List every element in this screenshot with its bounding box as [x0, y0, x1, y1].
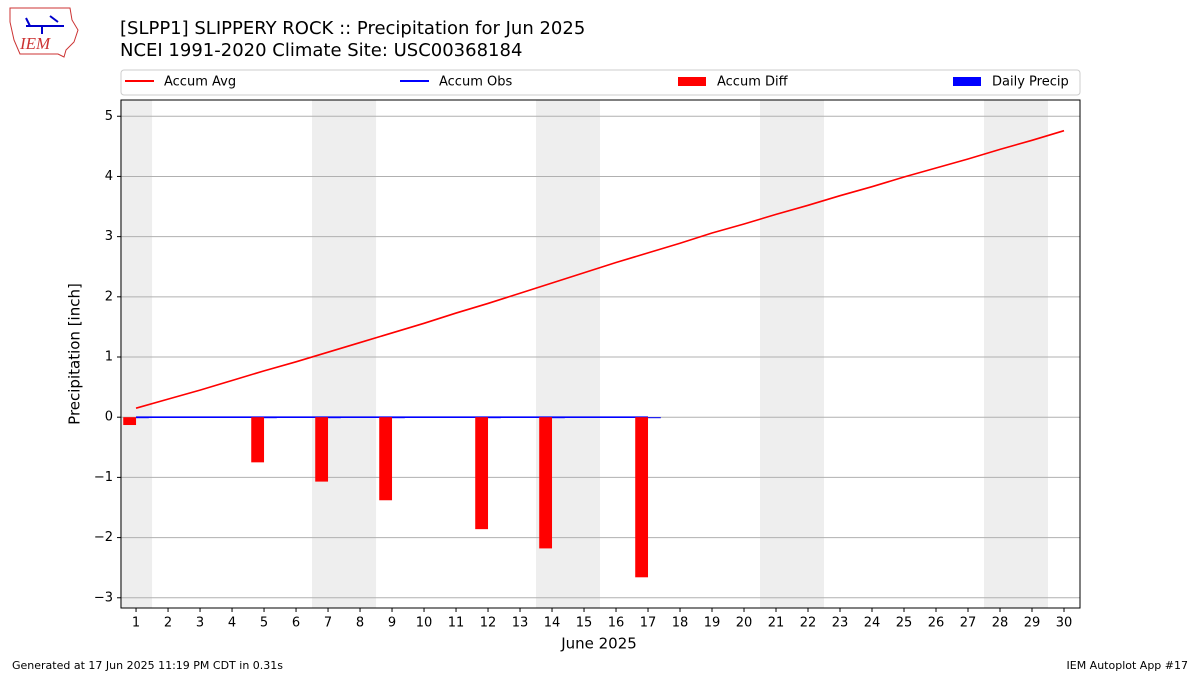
- legend-swatch: [678, 77, 706, 86]
- x-tick-label: 27: [960, 616, 977, 631]
- x-tick-label: 18: [672, 616, 689, 631]
- x-tick-label: 22: [800, 616, 817, 631]
- legend-label: Accum Avg: [164, 75, 236, 90]
- x-tick-label: 16: [608, 616, 625, 631]
- bar: [635, 417, 649, 578]
- x-tick-label: 3: [196, 616, 204, 631]
- footer-left: Generated at 17 Jun 2025 11:19 PM CDT in…: [12, 659, 283, 672]
- x-axis-label: June 2025: [560, 635, 637, 653]
- bar: [328, 417, 341, 419]
- bar: [379, 417, 393, 501]
- x-tick-label: 19: [704, 616, 721, 631]
- x-tick-label: 29: [1024, 616, 1041, 631]
- y-tick-label: 1: [105, 350, 113, 365]
- plot-frame: [120, 99, 1081, 609]
- y-tick-label: 4: [105, 169, 113, 184]
- x-tick-label: 13: [512, 616, 529, 631]
- chart-title: [SLPP1] SLIPPERY ROCK :: Precipitation f…: [120, 18, 585, 39]
- logo-text: IEM: [19, 34, 51, 53]
- bar: [648, 417, 661, 419]
- bar: [315, 417, 329, 482]
- y-axis-label: Precipitation [inch]: [66, 283, 84, 425]
- x-tick-label: 21: [768, 616, 785, 631]
- y-tick-label: −2: [94, 530, 113, 545]
- bar: [392, 417, 405, 419]
- x-tick-label: 17: [640, 616, 657, 631]
- bar: [539, 417, 553, 549]
- x-tick-label: 26: [928, 616, 945, 631]
- x-tick-label: 5: [260, 616, 268, 631]
- bar: [251, 417, 265, 463]
- weekend-shade: [760, 100, 825, 608]
- bar: [475, 417, 489, 530]
- legend-label: Accum Diff: [717, 75, 789, 90]
- y-tick-label: 5: [105, 109, 113, 124]
- x-tick-label: 7: [324, 616, 332, 631]
- y-tick-label: −3: [94, 590, 113, 605]
- x-tick-label: 12: [480, 616, 497, 631]
- x-tick-label: 20: [736, 616, 753, 631]
- x-tick-label: 24: [864, 616, 881, 631]
- y-tick-label: 0: [105, 410, 113, 425]
- y-tick-label: 2: [105, 289, 113, 304]
- x-tick-label: 4: [228, 616, 236, 631]
- bar: [488, 417, 501, 419]
- x-tick-label: 6: [292, 616, 300, 631]
- legend-label: Accum Obs: [439, 75, 512, 90]
- x-tick-label: 15: [576, 616, 593, 631]
- legend-swatch: [953, 77, 981, 86]
- x-tick-label: 1: [132, 616, 140, 631]
- footer-right: IEM Autoplot App #17: [1067, 659, 1189, 672]
- x-tick-label: 14: [544, 616, 561, 631]
- bar: [136, 417, 149, 419]
- bar: [552, 417, 565, 419]
- x-tick-label: 23: [832, 616, 849, 631]
- logo: IEM: [9, 7, 79, 58]
- x-tick-label: 28: [992, 616, 1009, 631]
- weekend-shade: [120, 100, 153, 608]
- legend-box: [120, 69, 1081, 96]
- weekend-shade: [984, 100, 1049, 608]
- x-tick-label: 25: [896, 616, 913, 631]
- legend-label: Daily Precip: [992, 75, 1069, 90]
- x-tick-label: 2: [164, 616, 172, 631]
- chart-subtitle: NCEI 1991-2020 Climate Site: USC00368184: [120, 40, 522, 61]
- bar: [264, 417, 277, 419]
- x-tick-label: 10: [416, 616, 433, 631]
- x-tick-label: 30: [1056, 616, 1073, 631]
- x-tick-label: 11: [448, 616, 465, 631]
- x-tick-label: 9: [388, 616, 396, 631]
- x-tick-label: 8: [356, 616, 364, 631]
- y-tick-label: 3: [105, 229, 113, 244]
- y-tick-label: −1: [94, 470, 113, 485]
- bar: [123, 417, 137, 426]
- line: [135, 129, 1065, 409]
